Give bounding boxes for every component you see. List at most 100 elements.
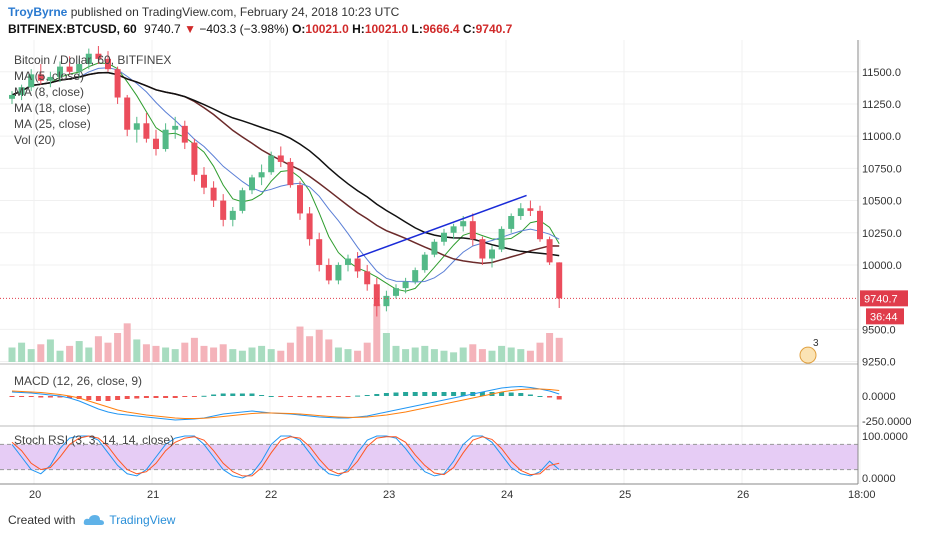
- time-tick-label: 18:00: [848, 489, 876, 501]
- macd-histogram-bar: [364, 395, 370, 396]
- chart-svg[interactable]: 11500.0 11250.0 11000.0 10750.0 10500.0 10250…: [0, 40, 926, 502]
- legend-title: Bitcoin / Dollar, 60, BITFINEX: [14, 53, 172, 67]
- close-value: 9740.7: [475, 22, 513, 36]
- candle-body: [268, 155, 275, 173]
- macd-legend: MACD (12, 26, close, 9): [14, 374, 143, 388]
- low-value: 9666.4: [422, 22, 460, 36]
- price-legend: Bitcoin / Dollar, 60, BITFINEX MA (5, cl…: [14, 52, 171, 148]
- countdown-tag: [866, 308, 904, 325]
- open-label: O:: [292, 22, 306, 36]
- macd-histogram-bar: [38, 396, 44, 398]
- last-price: 9740.7: [144, 22, 181, 36]
- macd-histogram-bar: [105, 396, 111, 401]
- macd-histogram-bar: [182, 396, 188, 397]
- stoch-k-line: [11, 435, 560, 479]
- time-tick-label: 21: [147, 489, 159, 501]
- macd-histogram-bar: [441, 392, 447, 396]
- volume-bar: [66, 345, 74, 362]
- candle-body: [460, 221, 467, 227]
- candle-body: [498, 228, 505, 250]
- macd-histogram-bar: [239, 393, 245, 396]
- candle-body: [412, 270, 419, 282]
- volume-bar: [133, 339, 141, 362]
- candle-body: [479, 239, 486, 259]
- volume-bar: [152, 345, 160, 362]
- macd-tick-label: -250.0000: [862, 416, 912, 428]
- volume-bar: [248, 347, 256, 362]
- price-tick-label: 11500.0: [862, 67, 901, 79]
- macd-histogram-bar: [124, 396, 130, 399]
- macd-histogram-bar: [422, 392, 428, 396]
- volume-bar: [37, 344, 45, 362]
- candle-body: [364, 271, 371, 285]
- volume-bar: [478, 349, 486, 362]
- legend-ma18: MA (18, close): [14, 101, 91, 115]
- volume-bar: [171, 349, 179, 362]
- candle-body: [162, 129, 169, 150]
- time-tick-label: 20: [29, 489, 41, 501]
- macd-histogram-bar: [326, 396, 332, 398]
- volume-bar: [75, 341, 83, 362]
- volume-bar: [363, 342, 371, 362]
- change-value: −403.3 (−3.98%): [199, 22, 289, 36]
- candle-body: [431, 241, 438, 255]
- chart-area[interactable]: 11500.0 11250.0 11000.0 10750.0 10500.0 10250…: [0, 40, 926, 502]
- stoch-legend: Stoch RSI (3, 3, 14, 14, close): [14, 433, 175, 447]
- candle-body: [441, 232, 447, 242]
- events-badge[interactable]: 3: [813, 338, 819, 349]
- author-link[interactable]: TroyByrne: [8, 5, 68, 19]
- candle-body: [489, 249, 495, 259]
- macd-histogram-bar: [393, 392, 399, 396]
- volume-bar: [258, 345, 266, 362]
- quote-line: BITFINEX:BTCUSD, 60 9740.7 ▼ −403.3 (−3.…: [8, 22, 512, 36]
- open-value: 10021.0: [305, 22, 349, 36]
- macd-histogram-bar: [431, 392, 437, 396]
- price-tick-label: 10000.0: [862, 260, 902, 272]
- volume-bar: [354, 350, 362, 362]
- candle-body: [537, 210, 543, 240]
- volume-bar: [27, 349, 35, 362]
- events-flag-icon: [799, 346, 817, 364]
- candle-body: [76, 64, 83, 72]
- created-with-text: Created with: [8, 513, 76, 527]
- candle-body: [421, 254, 428, 271]
- macd-histogram-bar: [335, 396, 341, 397]
- published-text: published on TradingView.com, February 2…: [70, 5, 400, 19]
- candle-body: [210, 187, 217, 201]
- candle-body: [469, 221, 476, 240]
- candle-body: [306, 213, 313, 240]
- macd-histogram-bar: [374, 394, 380, 396]
- tradingview-link[interactable]: TradingView: [109, 513, 176, 527]
- volume-bar: [8, 347, 16, 362]
- volume-bar: [142, 344, 150, 362]
- candle-body: [47, 76, 54, 81]
- volume-bar: [277, 350, 285, 362]
- candle-body: [85, 53, 92, 65]
- candle-body: [172, 125, 179, 130]
- candle-body: [9, 94, 15, 99]
- macd-histogram-bar: [134, 396, 140, 399]
- candle-body: [143, 123, 150, 139]
- macd-histogram-bar: [278, 396, 284, 397]
- volume-bar: [286, 342, 294, 362]
- candle-body: [335, 264, 342, 281]
- candle-body: [28, 74, 35, 88]
- macd-histogram-bar: [259, 395, 265, 396]
- volume-bar: [546, 333, 554, 362]
- legend-ma25: MA (25, close): [14, 117, 91, 131]
- volume-bar: [507, 347, 515, 362]
- macd-histogram-bar: [547, 396, 553, 398]
- macd-histogram-bar: [143, 396, 149, 398]
- macd-histogram-bar: [57, 396, 63, 398]
- candle-body: [373, 284, 380, 307]
- price-tick-label: 11000.0: [862, 131, 901, 143]
- macd-histogram-bar: [297, 396, 303, 397]
- candle-body: [191, 142, 198, 175]
- macd-histogram-bar: [86, 396, 92, 400]
- volume-bar: [488, 350, 496, 362]
- volume-bar: [94, 336, 102, 362]
- volume-bar: [296, 326, 304, 362]
- stoch-d-line: [11, 435, 560, 477]
- volume-bar: [526, 350, 534, 362]
- countdown-label: 36:44: [870, 311, 898, 323]
